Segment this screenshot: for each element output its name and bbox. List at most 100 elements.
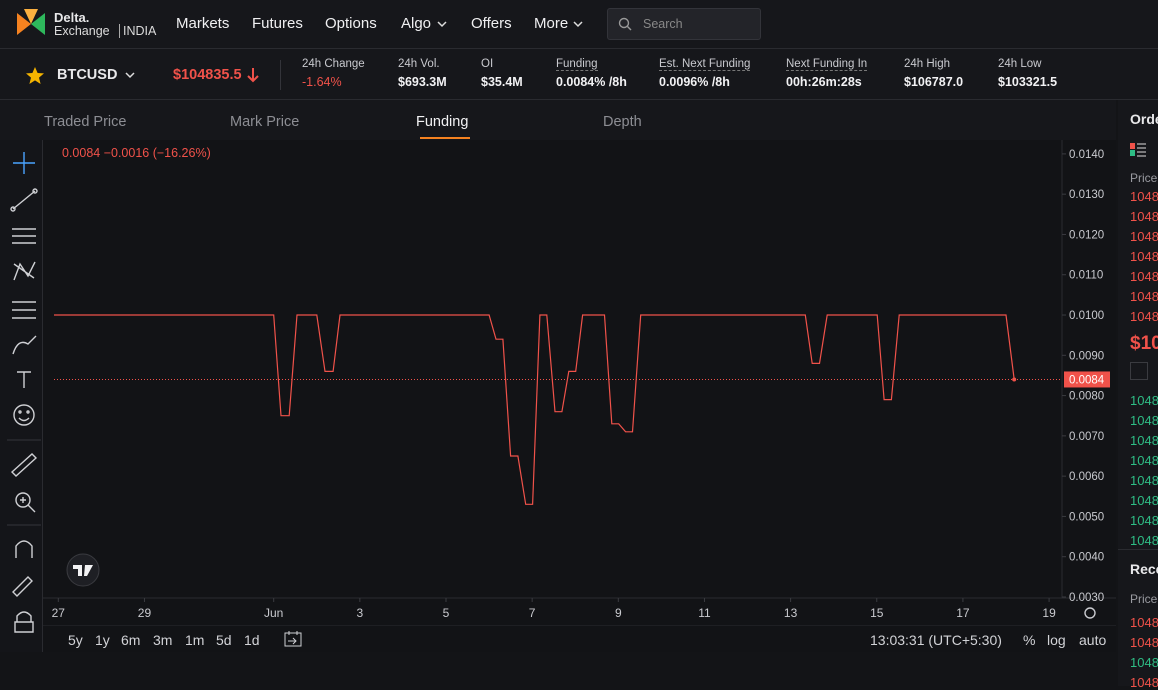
brand: Delta. [54,10,90,25]
bottom-bar [43,626,1116,652]
scale-option[interactable]: auto [1079,632,1107,648]
last-point [1012,377,1017,382]
nav-link[interactable]: Futures [252,15,303,32]
symbol[interactable]: BTCUSD [57,67,118,83]
search-icon [618,17,632,31]
search-box[interactable]: Search [607,8,761,40]
scale-option[interactable]: % [1023,632,1036,648]
book-row: 1048 [1130,189,1158,204]
timeframe[interactable]: 5d [216,632,232,648]
date-range-icon[interactable] [283,630,303,648]
tab[interactable]: Traded Price [44,114,127,130]
book-row: 1048 [1130,209,1158,224]
stat-label: OI [481,58,494,70]
nav-link[interactable]: More [534,15,569,32]
y-tick-label: 0.0140 [1069,149,1104,161]
stat-value: $693.3M [398,75,447,89]
book-row: 1048 [1130,493,1158,508]
y-tick-label: 0.0100 [1069,310,1104,322]
toggle[interactable] [1130,362,1148,380]
nav-link[interactable]: Offers [471,15,512,32]
x-tick-label: 11 [698,606,711,620]
tv-logo[interactable] [66,553,100,587]
chevron [437,21,447,28]
last-price: $104835.5 [173,67,242,83]
star-icon[interactable] [25,66,45,85]
clock: 13:03:31 (UTC+5:30) [870,632,1002,648]
book-row: 1048 [1130,533,1158,548]
book-row: 1048 [1130,473,1158,488]
x-tick-label: 19 [1042,606,1056,620]
book-row: 1048 [1130,249,1158,264]
orderbook-title: Orde [1130,111,1158,127]
y-tick-label: 0.0110 [1069,270,1103,282]
nav-link[interactable]: Options [325,15,377,32]
toolbar-icons [7,152,41,633]
drawing-toolbar [0,140,43,652]
stat-label: 24h Low [998,58,1042,70]
stat-value: $103321.5 [998,75,1058,89]
brand-sub: Exchange [54,24,110,38]
stat-value: -1.64% [302,75,342,89]
timeframe[interactable]: 5y [68,632,83,648]
tab-bar [0,100,1116,140]
legend-value: 0.0084 −0.0016 (−16.26%) [62,146,211,160]
down-arrow [247,68,259,83]
timeframe[interactable]: 3m [153,632,173,648]
stat-value: $106787.0 [904,75,964,89]
stat-label: Next Funding In [786,58,868,71]
nav-link[interactable]: Algo [401,15,432,32]
tab[interactable]: Mark Price [230,114,300,130]
x-tick-label: 13 [784,606,798,620]
nav-link[interactable]: Markets [176,15,230,32]
side-panel [1118,100,1158,686]
tab-active[interactable]: Funding [416,114,469,130]
stat-label: 24h Change [302,58,365,70]
x-tick-label: 9 [615,606,622,620]
book-row: 1048 [1130,413,1158,428]
book-row: 1048 [1130,309,1158,324]
x-tick-label: Jun [264,606,283,620]
book-icon[interactable] [1130,143,1146,157]
timeframe[interactable]: 1m [185,632,205,648]
search-placeholder: Search [643,17,683,31]
timeframe[interactable]: 6m [121,632,141,648]
book-row: 1048 [1130,635,1158,650]
book-last-price: $10 [1130,333,1158,354]
x-tick-label: 7 [529,606,536,620]
stat-value: $35.4M [481,75,523,89]
last-value-box [1064,371,1110,388]
funding-line [54,314,1015,505]
stat-value: 00h:26m:28s [786,75,862,89]
logo [17,9,45,35]
y-tick-label: 0.0120 [1069,229,1104,241]
timeframe[interactable]: 1d [244,632,260,648]
y-tick-label: 0.0080 [1069,391,1104,403]
x-tick-label: 27 [52,606,66,620]
y-tick-label: 0.0030 [1069,592,1104,604]
tab-underline [420,137,470,139]
y-tick-label: 0.0060 [1069,471,1104,483]
x-tick-label: 3 [357,606,364,620]
chart-background [43,140,1116,652]
stat-label: Est. Next Funding [659,58,751,71]
x-tick-label: 17 [956,606,970,620]
x-tick-label: 29 [138,606,152,620]
y-tick-label: 0.0050 [1069,511,1104,523]
chevron [573,21,583,28]
settings-icon[interactable] [1084,607,1096,619]
book-row: 1048 [1130,269,1158,284]
divider [1118,549,1158,550]
ticker-bar [0,49,1158,100]
y-tick-label: 0.0070 [1069,431,1104,443]
stat-label: Funding [556,58,598,71]
chevron [125,72,135,79]
tab[interactable]: Depth [603,114,642,130]
last-value-label: 0.0084 [1069,374,1105,386]
scale-option[interactable]: log [1047,632,1066,648]
y-tick-label: 0.0090 [1069,350,1104,362]
timeframe[interactable]: 1y [95,632,110,648]
stat-value: 0.0084% /8h [556,75,627,89]
book-row: 1048 [1130,393,1158,408]
